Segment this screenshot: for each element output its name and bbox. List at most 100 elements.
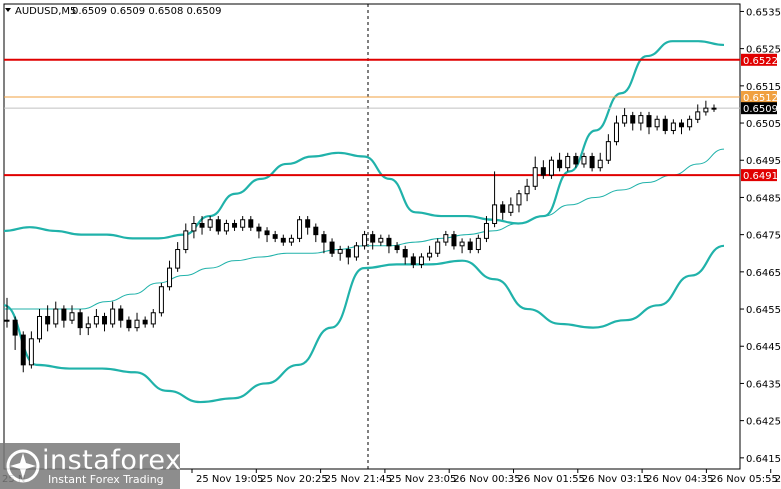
candle (467, 238, 473, 254)
y-tick-label: 0.6495 (746, 156, 781, 167)
x-tick-label: 26 Nov 05:55 (710, 474, 777, 485)
candle (451, 230, 457, 250)
candle (345, 245, 351, 265)
candle (126, 316, 132, 332)
candle (622, 108, 628, 127)
candle (183, 223, 189, 254)
candle (85, 316, 91, 336)
candle (573, 152, 579, 168)
candle-body-up (37, 315, 43, 340)
candle-body-up (69, 312, 75, 321)
candle-body-up (459, 241, 465, 247)
chart-header: AUDUSD,M5 0.6509 0.6509 0.6508 0.6509 (5, 6, 222, 17)
candle (427, 245, 433, 261)
candle (613, 115, 619, 146)
candle (142, 316, 148, 328)
x-tick-label: 26 Nov 03:15 (582, 474, 649, 485)
candle-body-down (678, 122, 684, 128)
candle (483, 216, 489, 243)
candle-body-up (613, 122, 619, 143)
dropdown-triangle-icon[interactable] (5, 8, 11, 12)
candle-body-down (232, 222, 238, 228)
x-tick-label: 26 Nov 04:35 (646, 474, 713, 485)
plot-area (3, 3, 741, 470)
candle (232, 219, 238, 231)
y-tick-label: 0.6525 (746, 45, 781, 56)
candle (12, 316, 18, 350)
y-tick-label: 0.6505 (746, 119, 781, 130)
candle (532, 156, 538, 190)
level-tag (741, 169, 777, 182)
candle-body-down (264, 230, 270, 236)
candle-body-up (565, 156, 571, 169)
y-tick-label: 0.6415 (746, 454, 781, 465)
candle (646, 111, 652, 135)
candle (435, 238, 441, 257)
candle-body-up (337, 249, 343, 254)
y-tick-label: 0.6535 (746, 7, 781, 18)
candle-body-up (362, 234, 368, 247)
instaforex-logo-icon (6, 449, 40, 483)
candle-body-up (605, 141, 611, 161)
current-price-label: 0.6509 (743, 104, 778, 115)
plot-frame (3, 3, 741, 470)
candle (240, 216, 246, 231)
candlestick-series (4, 100, 717, 373)
candle-body-up (288, 237, 294, 243)
candle-body-down (102, 315, 108, 325)
candle-body-up (28, 338, 34, 366)
candle-body-down (394, 245, 400, 251)
candle (207, 216, 213, 231)
level-tag (741, 53, 777, 66)
candle (565, 152, 571, 172)
candle (548, 156, 554, 179)
candle (199, 216, 205, 235)
candle (605, 134, 611, 164)
bollinger-lower (3, 244, 725, 404)
candle-body-down (118, 308, 124, 321)
candle (492, 171, 498, 228)
candle (362, 230, 368, 250)
bollinger-upper (3, 40, 725, 240)
candle (191, 216, 197, 239)
candle (418, 253, 424, 269)
candle-body-up (167, 267, 173, 288)
candle (248, 216, 254, 231)
candle (305, 216, 311, 235)
candle-body-up (670, 122, 676, 131)
candle-body-down (573, 156, 579, 165)
candle-body-up (207, 219, 213, 228)
candle (297, 216, 303, 243)
candle (670, 119, 676, 135)
candle-body-down (370, 234, 376, 243)
candle (321, 230, 327, 254)
candle (77, 309, 83, 336)
candle-body-down (467, 241, 473, 251)
candle-body-up (638, 115, 644, 124)
candle (402, 245, 408, 265)
candle (28, 331, 34, 369)
candle-body-down (305, 219, 311, 228)
candle (223, 219, 229, 235)
candle (443, 230, 449, 246)
candle-body-up (93, 315, 99, 325)
candle (516, 190, 522, 213)
x-tick-label: 25 Nov 21:45 (325, 474, 392, 485)
candle-body-down (329, 241, 335, 254)
candle (687, 115, 693, 131)
candle (524, 178, 530, 202)
candle-body-up (597, 159, 603, 169)
candle-body-up (191, 222, 197, 232)
x-tick-label: 26 Nov 07:15 (775, 474, 781, 485)
candle-body-down (61, 308, 67, 321)
candle-body-down (45, 315, 51, 325)
candle-body-up (687, 118, 693, 128)
candle-body-up (443, 234, 449, 243)
candle (394, 242, 400, 254)
candle (215, 216, 221, 235)
candle-body-up (703, 107, 709, 113)
candle (264, 227, 270, 243)
candle-body-down (272, 234, 278, 239)
candle-body-up (110, 308, 116, 325)
